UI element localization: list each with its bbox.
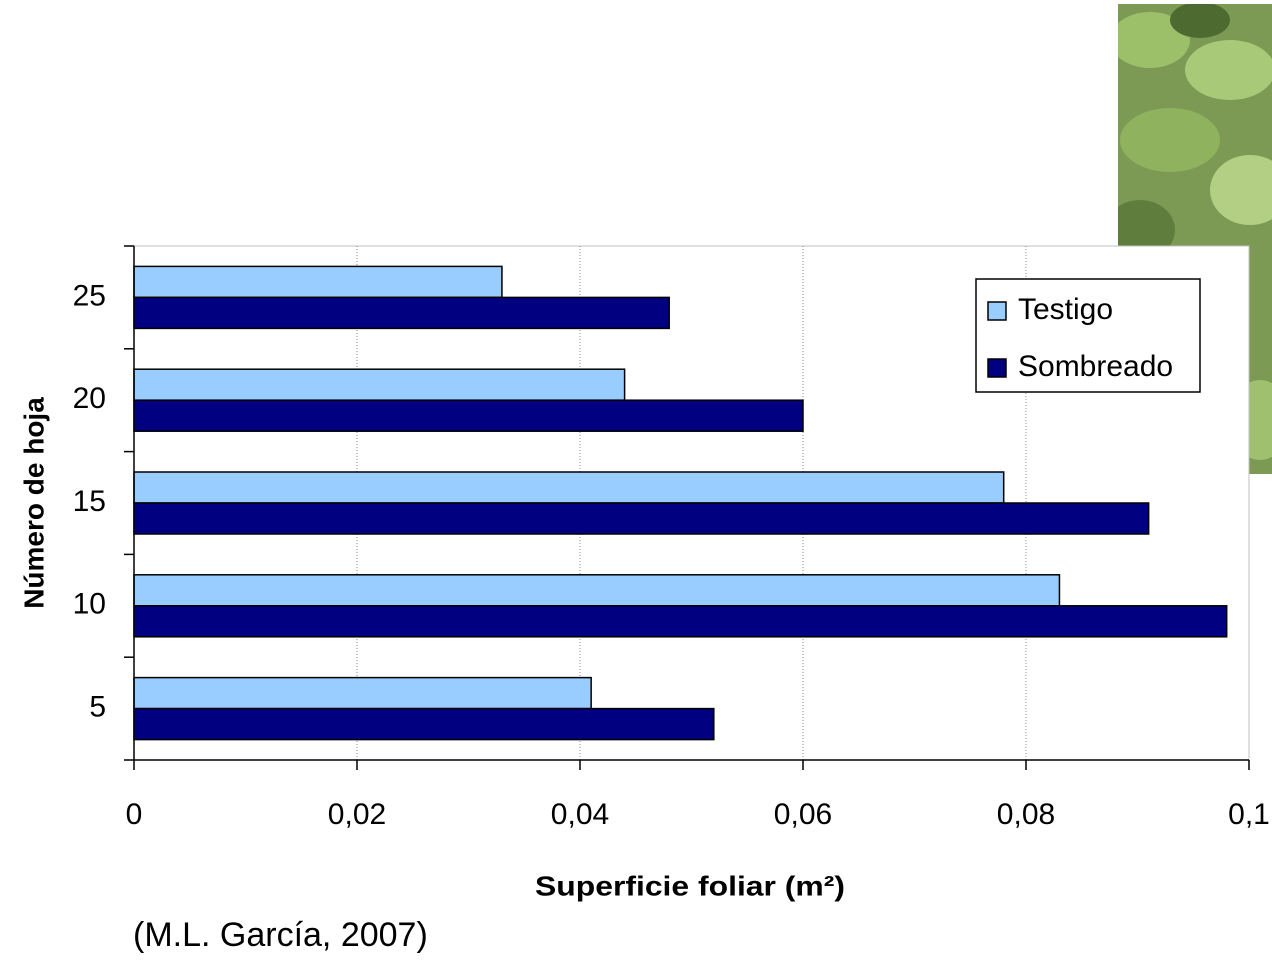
chart: Superficie foliar (m²) Número de hoja (M… bbox=[0, 0, 1272, 960]
bar bbox=[134, 575, 1059, 606]
legend-label: Sombreado bbox=[1018, 350, 1173, 383]
bar bbox=[134, 709, 714, 740]
x-axis-title: Superficie foliar (m²) bbox=[535, 870, 845, 901]
x-tick-label: 0 bbox=[126, 798, 143, 831]
x-tick-label: 0,06 bbox=[774, 798, 832, 831]
bar bbox=[134, 606, 1227, 637]
bar bbox=[134, 266, 502, 297]
legend-swatch bbox=[988, 302, 1006, 320]
x-tick-label: 0,04 bbox=[551, 798, 609, 831]
y-tick-label: 15 bbox=[73, 485, 106, 518]
y-tick-label: 20 bbox=[73, 382, 106, 415]
y-tick-label: 5 bbox=[89, 691, 106, 724]
source-note: (M.L. García, 2007) bbox=[133, 916, 428, 954]
y-tick-label: 25 bbox=[73, 279, 106, 312]
legend-swatch bbox=[988, 359, 1006, 377]
bar bbox=[134, 472, 1004, 503]
x-tick-label: 0,1 bbox=[1228, 798, 1270, 831]
legend-label: Testigo bbox=[1018, 293, 1113, 326]
bar bbox=[134, 297, 669, 328]
y-tick-label: 10 bbox=[73, 588, 106, 621]
bar bbox=[134, 369, 625, 400]
bar bbox=[134, 400, 803, 431]
y-axis-title: Número de hoja bbox=[18, 397, 49, 609]
x-tick-label: 0,02 bbox=[328, 798, 386, 831]
bar bbox=[134, 678, 591, 709]
x-tick-label: 0,08 bbox=[997, 798, 1055, 831]
bar bbox=[134, 503, 1149, 534]
